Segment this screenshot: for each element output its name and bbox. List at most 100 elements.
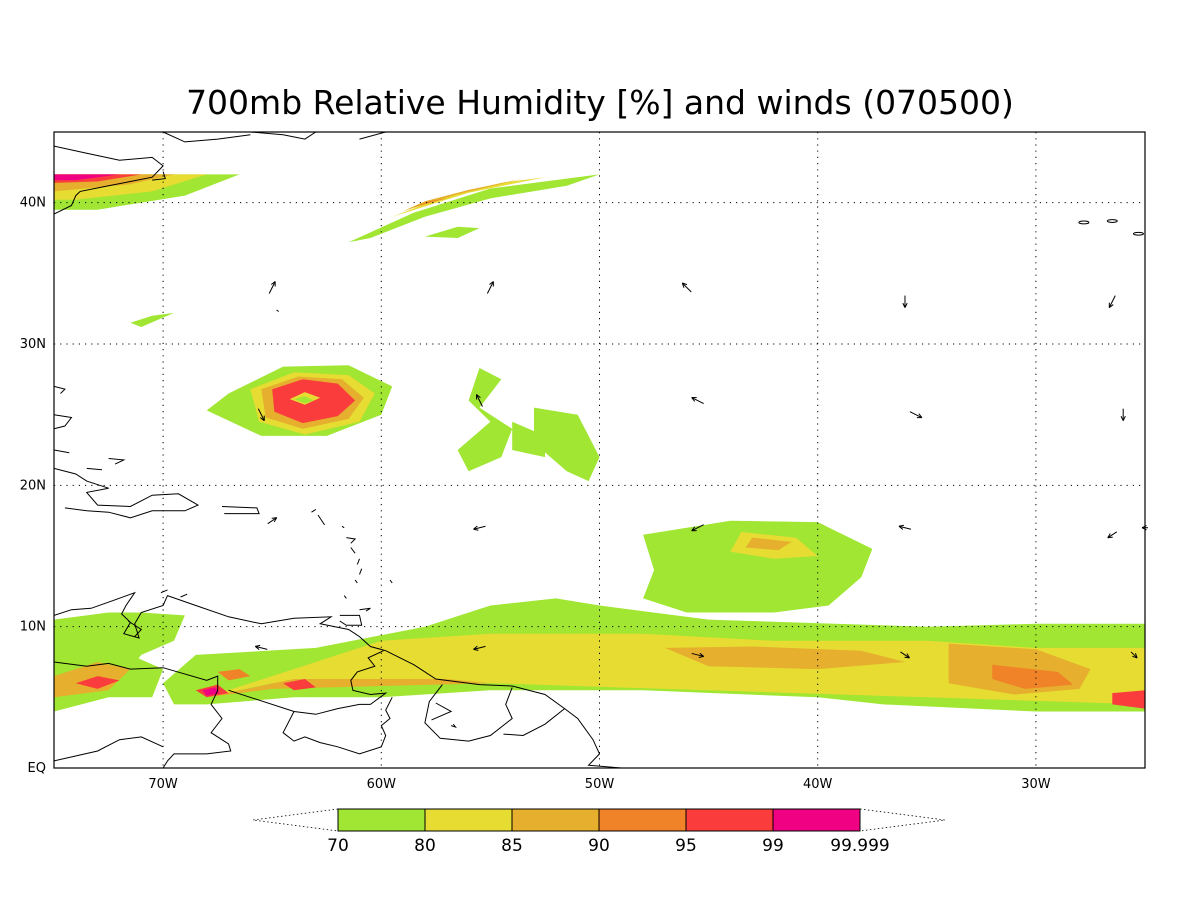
lat-label: 20N [20,478,46,493]
island-outline [1078,220,1090,225]
humidity-region-25 [643,520,873,613]
coastline-segment [346,537,357,544]
humidity-region-5 [348,174,600,243]
coastline-segment [160,589,168,594]
colorbar-swatch [598,808,687,832]
coastline-segment [424,684,513,742]
wind-vector [900,651,910,659]
humidity-region-8 [414,198,447,207]
coastline-segment [108,458,126,465]
coastline-segment [54,736,164,762]
humidity-region-17 [457,368,513,472]
wind-vector [1130,651,1138,659]
coastline-segment [54,661,232,768]
humidity-region-26 [206,633,1145,705]
wind-vector [257,408,265,422]
coastline-segment [359,132,386,140]
coastline-segment [250,132,317,140]
wind-vector [486,281,494,294]
humidity-region-28 [745,537,792,551]
colorbar-low-extension [252,808,339,832]
colorbar-label: 90 [588,836,610,856]
coastline-segment [54,414,73,430]
lat-label: 10N [20,620,46,635]
wind-vector-layer [254,281,1148,659]
coastline-segment [503,708,565,737]
wind-vector [902,295,908,308]
wind-vector [267,517,278,525]
coastline-segment [228,650,388,715]
coastline-segment [339,614,363,626]
coastline-segment [276,309,279,312]
humidity-region-4 [54,174,120,181]
humidity-fill-layer [54,174,1145,712]
island-outline [1132,231,1144,236]
coastline-segment [54,145,164,215]
humidity-region-18 [534,407,600,482]
coastline-segment [350,547,356,554]
longitude-labels: 70W 60W 50W 40W 30W [148,777,1050,792]
wind-vector [254,644,268,650]
wind-vector [1120,408,1126,421]
colorbar-swatch [772,808,861,832]
wind-vector [473,525,486,531]
coastline-segment [221,506,260,515]
lon-label: 60W [367,777,397,792]
lat-label: EQ [28,761,46,776]
humidity-region-31 [206,679,491,698]
humidity-region-36 [1112,690,1145,709]
coastline-segment [54,591,622,768]
wind-vector [1107,531,1118,539]
colorbar-label: 99.999 [830,836,889,856]
wind-vector [691,652,705,658]
lon-label: 40W [803,777,833,792]
coastline-segment [359,568,363,575]
lon-label: 50W [585,777,615,792]
coastline-segment [86,467,103,471]
colorbar-label: 99 [762,836,784,856]
humidity-region-33 [217,669,251,681]
coastline-segment [359,607,371,612]
coastline-segment [127,620,143,637]
wind-vector [268,281,276,294]
latitude-labels: 40N 30N 20N 10N EQ [20,196,46,776]
coastline-segment [356,558,360,565]
plot-frame [53,131,1146,769]
wind-vector [691,397,704,404]
humidity-region-19 [512,421,545,458]
wind-vector [473,645,486,651]
chart-title: 700mb Relative Humidity [%] and winds (0… [186,83,1014,122]
coastline-segment [180,593,188,598]
lat-label: 30N [20,337,46,352]
humidity-region-16 [294,396,314,404]
humidity-region-9 [424,226,480,238]
colorbar-label: 85 [501,836,523,856]
humidity-region-35 [283,679,316,691]
coastline-segment [54,385,66,394]
humidity-region-37 [202,687,220,696]
humidity-region-32 [992,664,1073,689]
colorbar-label: 80 [414,836,436,856]
coastline-segment [282,697,393,755]
wind-vector [475,394,483,407]
coastline-segment [341,525,345,529]
coastline-segment [162,132,251,143]
wind-vector [691,524,704,532]
wind-vector [909,411,923,419]
colorbar-label: 70 [327,836,349,856]
coastline-segment [152,171,166,181]
wind-vector [681,282,692,293]
humidity-region-29 [665,646,905,670]
coastline-segment [450,723,457,728]
coastline-layer [54,132,1144,768]
coastline-segment [354,579,358,584]
colorbar-swatch [337,808,426,832]
colorbar-swatch [511,808,600,832]
coastline-segment [431,702,453,721]
coastline-segment [389,579,393,584]
island-outline [1106,219,1118,223]
colorbar-swatch [685,808,774,832]
coastline-segment [343,595,347,599]
humidity-region-10 [130,312,174,327]
